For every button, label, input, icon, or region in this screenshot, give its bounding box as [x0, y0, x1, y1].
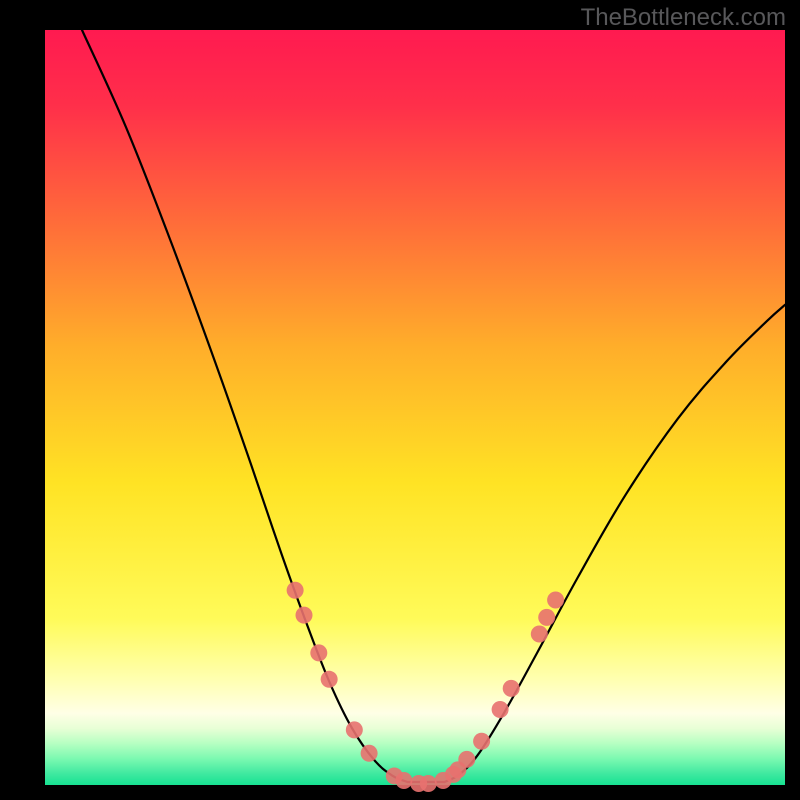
watermark-text: TheBottleneck.com: [581, 4, 786, 32]
data-marker: [503, 680, 520, 697]
data-marker: [346, 721, 363, 738]
curve-group: [82, 30, 785, 782]
plot-area: [45, 30, 785, 785]
data-marker: [395, 772, 412, 789]
data-marker: [310, 644, 327, 661]
data-marker: [531, 626, 548, 643]
data-marker: [473, 733, 490, 750]
chart-svg: [45, 30, 785, 785]
data-marker: [287, 582, 304, 599]
marker-group: [287, 582, 564, 792]
data-marker: [321, 671, 338, 688]
data-marker: [361, 745, 378, 762]
data-marker: [420, 775, 437, 792]
data-marker: [458, 751, 475, 768]
data-marker: [296, 607, 313, 624]
curve-segment: [82, 30, 408, 782]
data-marker: [547, 592, 564, 609]
data-marker: [538, 609, 555, 626]
data-marker: [492, 701, 509, 718]
chart-stage: TheBottleneck.com: [0, 0, 800, 800]
